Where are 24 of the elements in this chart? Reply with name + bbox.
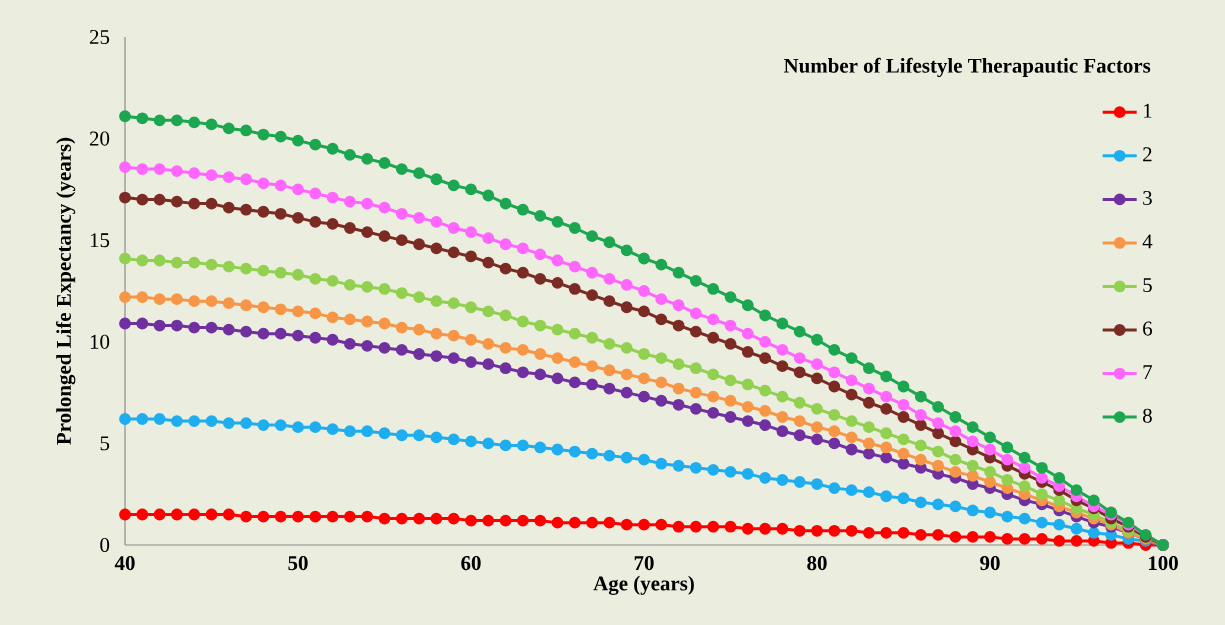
legend-label: 1 <box>1144 103 1152 118</box>
x-tick-label: 90 <box>980 556 1000 571</box>
y-tick-label: 10 <box>90 334 110 349</box>
legend-label: 5 <box>1143 278 1152 293</box>
legend-label: 3 <box>1143 190 1152 206</box>
y-axis-title: Prolonged Life Expectancy (years) <box>56 137 76 445</box>
legend-label: 4 <box>1142 234 1153 249</box>
x-tick-label: 60 <box>461 556 481 571</box>
x-tick-label: 80 <box>807 556 827 571</box>
legend-label: 6 <box>1143 321 1153 336</box>
x-tick-label: 70 <box>634 556 654 571</box>
x-tick-label: 40 <box>114 556 135 571</box>
y-tick-label: 20 <box>89 131 110 146</box>
y-tick-label: 0 <box>100 537 110 553</box>
legend-label: 2 <box>1143 147 1152 162</box>
y-tick-label: 25 <box>89 29 110 45</box>
y-tick-label: 5 <box>100 436 110 451</box>
x-axis-title: Age (years) <box>593 575 694 595</box>
legend-label: 7 <box>1143 365 1153 379</box>
legend-title: Number of Lifestyle Therapautic Factors <box>783 57 1151 78</box>
legend-label: 8 <box>1142 408 1152 423</box>
y-tick-label: 15 <box>90 233 110 248</box>
x-tick-label: 100 <box>1149 556 1178 571</box>
x-tick-label: 50 <box>288 556 308 571</box>
